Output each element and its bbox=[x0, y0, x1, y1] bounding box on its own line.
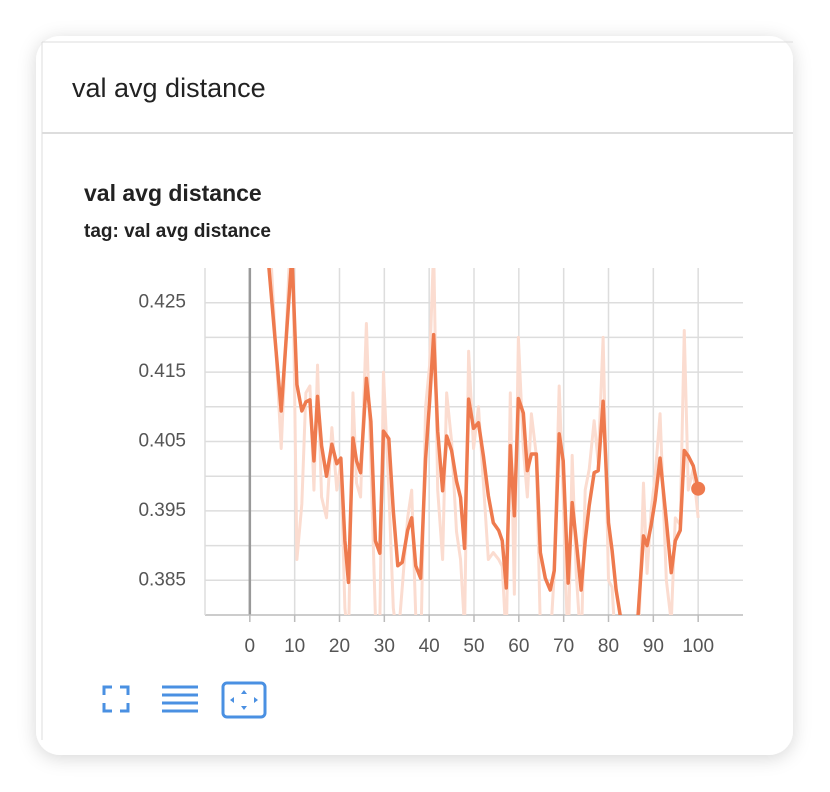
fullscreen-button[interactable] bbox=[102, 685, 130, 713]
y-tick-label: 0.425 bbox=[138, 292, 186, 313]
card bbox=[36, 36, 793, 755]
plot: 0.385 0.395 0.405 0.415 0.425 0 10 20 30 40 50 60 70… bbox=[138, 268, 743, 657]
series-group bbox=[267, 268, 700, 615]
x-tick-label: 0 bbox=[245, 636, 256, 657]
x-tick-label: 10 bbox=[284, 636, 305, 657]
chart-subtitle: tag: val avg distance bbox=[84, 221, 271, 242]
x-tick-label: 90 bbox=[643, 636, 664, 657]
x-tick-label: 80 bbox=[598, 636, 619, 657]
y-tick-label: 0.405 bbox=[138, 431, 186, 452]
x-tick-label: 50 bbox=[463, 636, 484, 657]
y-tick-label: 0.415 bbox=[138, 361, 186, 382]
fit-domain-button[interactable] bbox=[221, 681, 267, 719]
end-point bbox=[691, 481, 706, 496]
x-tick-label: 100 bbox=[682, 636, 714, 657]
chart-title: val avg distance bbox=[84, 180, 262, 206]
header-title: val avg distance bbox=[72, 73, 266, 103]
y-tick-label: 0.395 bbox=[138, 500, 186, 521]
x-tick-label: 20 bbox=[329, 636, 350, 657]
x-tick-label: 60 bbox=[508, 636, 529, 657]
x-tick-label: 30 bbox=[374, 636, 395, 657]
toggle-log-button[interactable] bbox=[162, 685, 198, 713]
x-tick-label: 70 bbox=[553, 636, 574, 657]
x-tick-label: 40 bbox=[419, 636, 440, 657]
y-tick-label: 0.385 bbox=[138, 569, 186, 590]
smoothed-line bbox=[267, 268, 700, 615]
